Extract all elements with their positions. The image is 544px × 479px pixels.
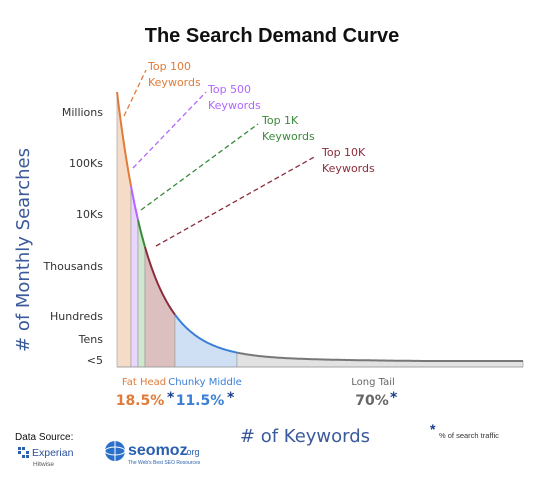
annotation-label-line2: Keywords (208, 99, 261, 112)
segment-percent: 11.5% (176, 393, 225, 409)
experian-text: Experian (32, 447, 74, 459)
segment-percent: 70% (355, 393, 389, 409)
segment-percent: 18.5% (116, 393, 165, 409)
annotation-leader-line (132, 91, 207, 169)
segment-star: * (167, 390, 175, 406)
y-tick-label: 10Ks (76, 208, 103, 221)
curve-segment-3 (144, 246, 176, 316)
experian-dots-icon (18, 447, 29, 458)
segment-star: * (227, 390, 235, 406)
segment-star: * (390, 390, 398, 406)
chart-title: The Search Demand Curve (145, 25, 400, 47)
annotation-leader-line (123, 69, 147, 117)
curve-segment-4 (174, 314, 238, 354)
curve-segment-5 (236, 351, 523, 362)
annotation-label-line2: Keywords (262, 130, 315, 143)
annotation-label-line2: Keywords (322, 162, 375, 175)
curve-regions (116, 91, 524, 368)
data-source-label: Data Source: (15, 432, 73, 443)
curve-segment-0 (116, 91, 132, 187)
curve-region-0 (116, 91, 132, 368)
hitwise-text: Hitwise (33, 461, 54, 468)
y-tick-label: Millions (62, 106, 103, 119)
curve-segment-2 (137, 219, 146, 248)
footnote-star: * (430, 421, 436, 437)
y-axis-title: # of Monthly Searches (13, 148, 34, 352)
segment-name: Long Tail (351, 377, 395, 388)
annotation-label-line1: Top 10K (321, 146, 366, 159)
curve-segment-1 (130, 185, 139, 221)
seomoz-tagline: The Web's Best SEO Resources (128, 460, 201, 466)
annotation-label-line1: Top 1K (261, 114, 299, 127)
annotation-leader-line (155, 155, 317, 247)
y-tick-label: 100Ks (69, 157, 103, 170)
experian-logo: Experian Hitwise (18, 447, 74, 468)
annotation-label-line1: Top 500 (207, 83, 251, 96)
annotation-label-line1: Top 100 (147, 60, 191, 73)
seomoz-logo: seomoz .org The Web's Best SEO Resources (104, 441, 201, 466)
y-tick-label: Thousands (42, 260, 103, 273)
seomoz-text: seomoz (128, 442, 188, 459)
footnote-text: % of search traffic (439, 431, 499, 440)
demand-curve (116, 91, 523, 368)
segment-name: Fat Head (122, 377, 166, 388)
y-tick-label: <5 (87, 354, 103, 367)
annotation-label-line2: Keywords (148, 76, 201, 89)
annotation-leader-line (140, 123, 259, 211)
y-tick-label: Hundreds (50, 310, 103, 323)
y-tick-label: Tens (78, 333, 104, 346)
segment-name: Chunky Middle (168, 377, 242, 388)
x-axis-title: # of Keywords (240, 426, 370, 447)
y-tick-labels: Millions 100Ks 10Ks Thousands Hundreds Tens <5 (42, 106, 103, 367)
seomoz-tld: .org (184, 447, 200, 457)
